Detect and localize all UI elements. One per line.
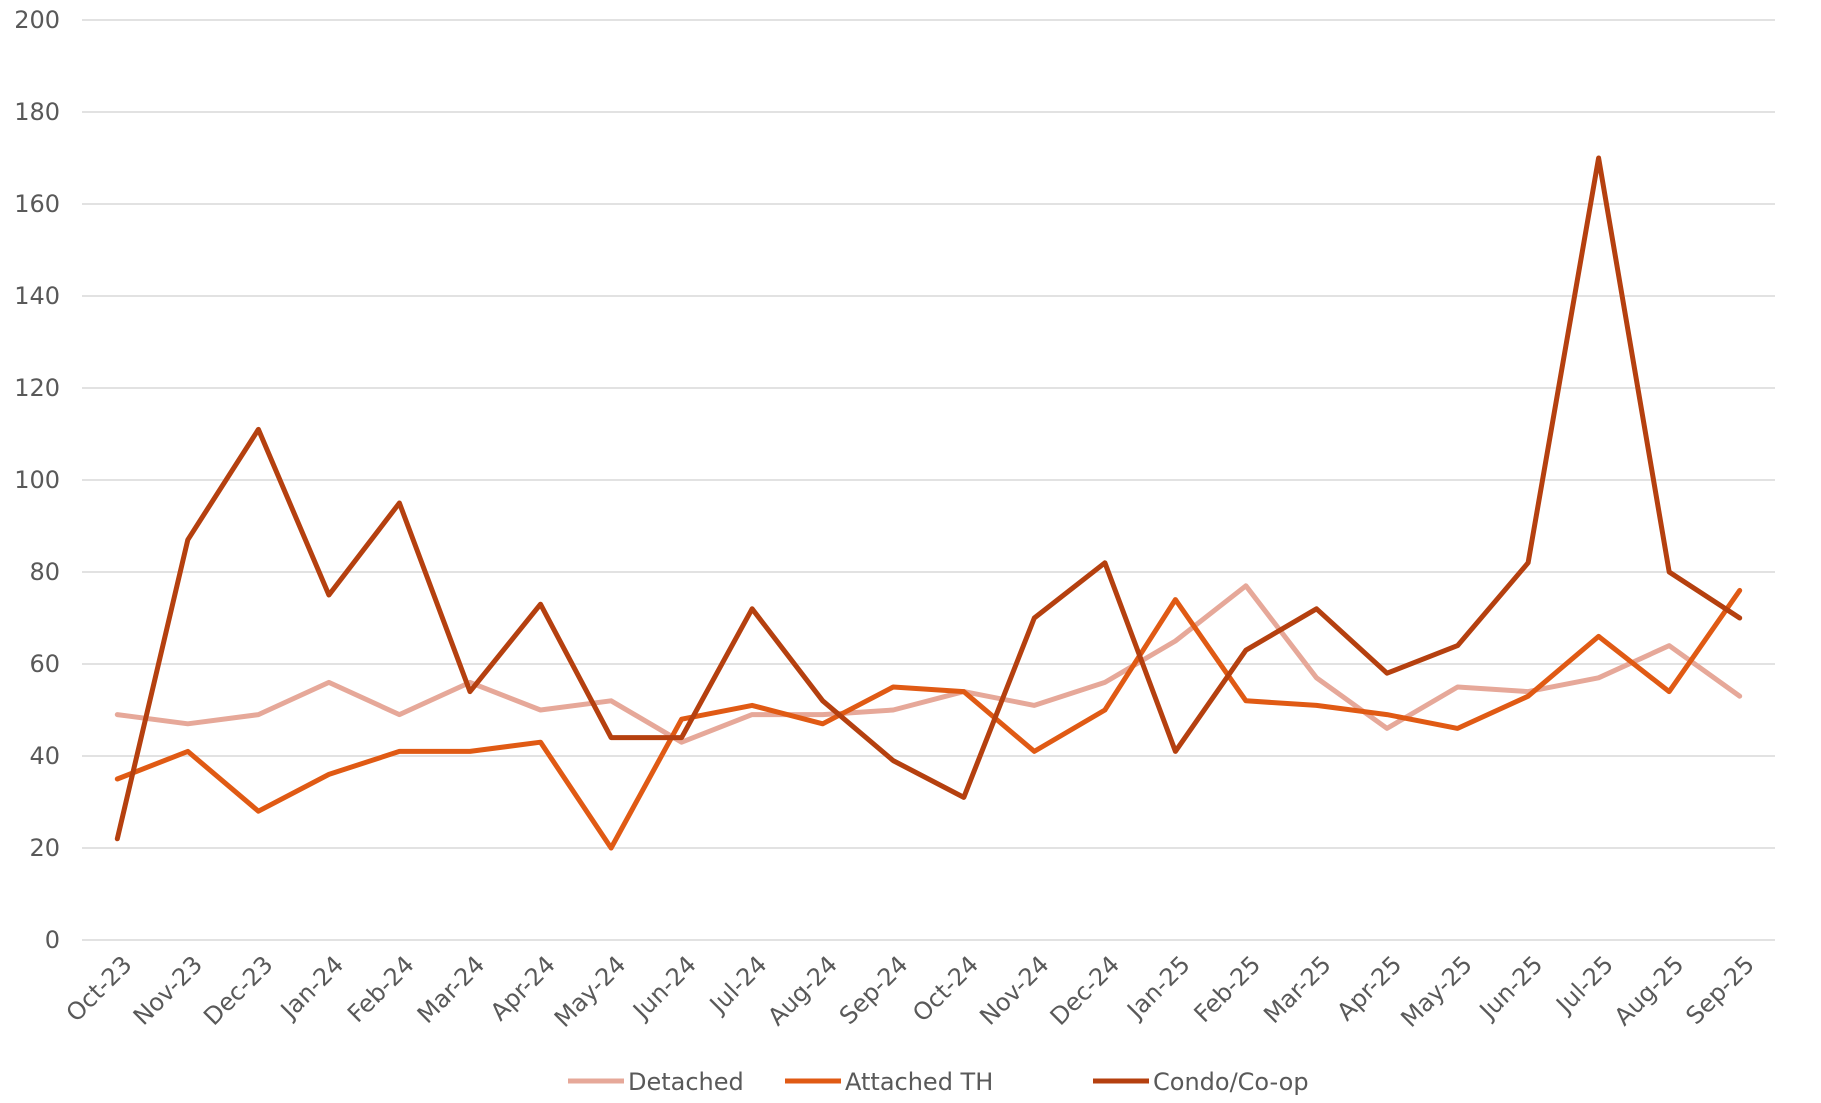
x-tick-label: Jul-24 (703, 950, 772, 1019)
y-tick-label: 200 (14, 6, 60, 34)
y-tick-label: 0 (45, 926, 60, 954)
x-tick-label: Mar-24 (412, 950, 490, 1028)
x-tick-label: Dec-23 (198, 950, 278, 1030)
y-tick-label: 140 (14, 282, 60, 310)
x-tick-label: Feb-25 (1189, 950, 1267, 1028)
x-tick-label: Nov-23 (128, 950, 208, 1030)
x-tick-label: Sep-24 (834, 950, 914, 1030)
y-tick-label: 80 (29, 558, 60, 586)
y-tick-label: 20 (29, 834, 60, 862)
x-tick-label: Apr-25 (1331, 950, 1407, 1026)
x-tick-label: Oct-24 (907, 950, 984, 1027)
series-line-detached (114, 583, 1743, 745)
legend: Detached Attached TH Condo/Co-op (568, 1068, 1309, 1096)
y-tick-label: 160 (14, 190, 60, 218)
y-tick-label: 180 (14, 98, 60, 126)
x-tick-label: Dec-24 (1045, 950, 1125, 1030)
y-tick-label: 40 (29, 742, 60, 770)
x-tick-label: Jan-25 (1121, 950, 1196, 1025)
legend-label: Detached (628, 1068, 744, 1096)
x-tick-label: Sep-25 (1680, 950, 1760, 1030)
y-tick-label: 100 (14, 466, 60, 494)
gridlines (82, 19, 1775, 941)
y-tick-label: 60 (29, 650, 60, 678)
legend-label: Attached TH (845, 1068, 993, 1096)
series-lines (114, 155, 1743, 851)
x-tick-label: Mar-25 (1258, 950, 1336, 1028)
series-line-attached-th (114, 587, 1743, 851)
y-axis-ticks: 0 20 40 60 80 100 120 140 160 180 200 (14, 6, 60, 954)
x-tick-label: Aug-25 (1609, 950, 1690, 1031)
x-tick-label: Apr-24 (485, 950, 561, 1026)
x-tick-label: Jul-25 (1549, 950, 1618, 1019)
x-tick-label: Jan-24 (274, 950, 349, 1025)
x-tick-label: Oct-23 (61, 950, 138, 1027)
y-tick-label: 120 (14, 374, 60, 402)
x-tick-label: May-24 (549, 950, 631, 1032)
x-tick-label: Jun-24 (626, 950, 701, 1025)
x-tick-label: May-25 (1395, 950, 1477, 1032)
series-line-condo-co-op (114, 155, 1743, 842)
x-tick-label: Aug-24 (762, 950, 843, 1031)
x-tick-label: Nov-24 (974, 950, 1054, 1030)
x-tick-label: Jun-25 (1473, 950, 1548, 1025)
x-tick-label: Feb-24 (342, 950, 420, 1028)
x-axis-ticks: Oct-23Nov-23Dec-23Jan-24Feb-24Mar-24Apr-… (61, 950, 1760, 1032)
legend-label: Condo/Co-op (1153, 1068, 1309, 1096)
